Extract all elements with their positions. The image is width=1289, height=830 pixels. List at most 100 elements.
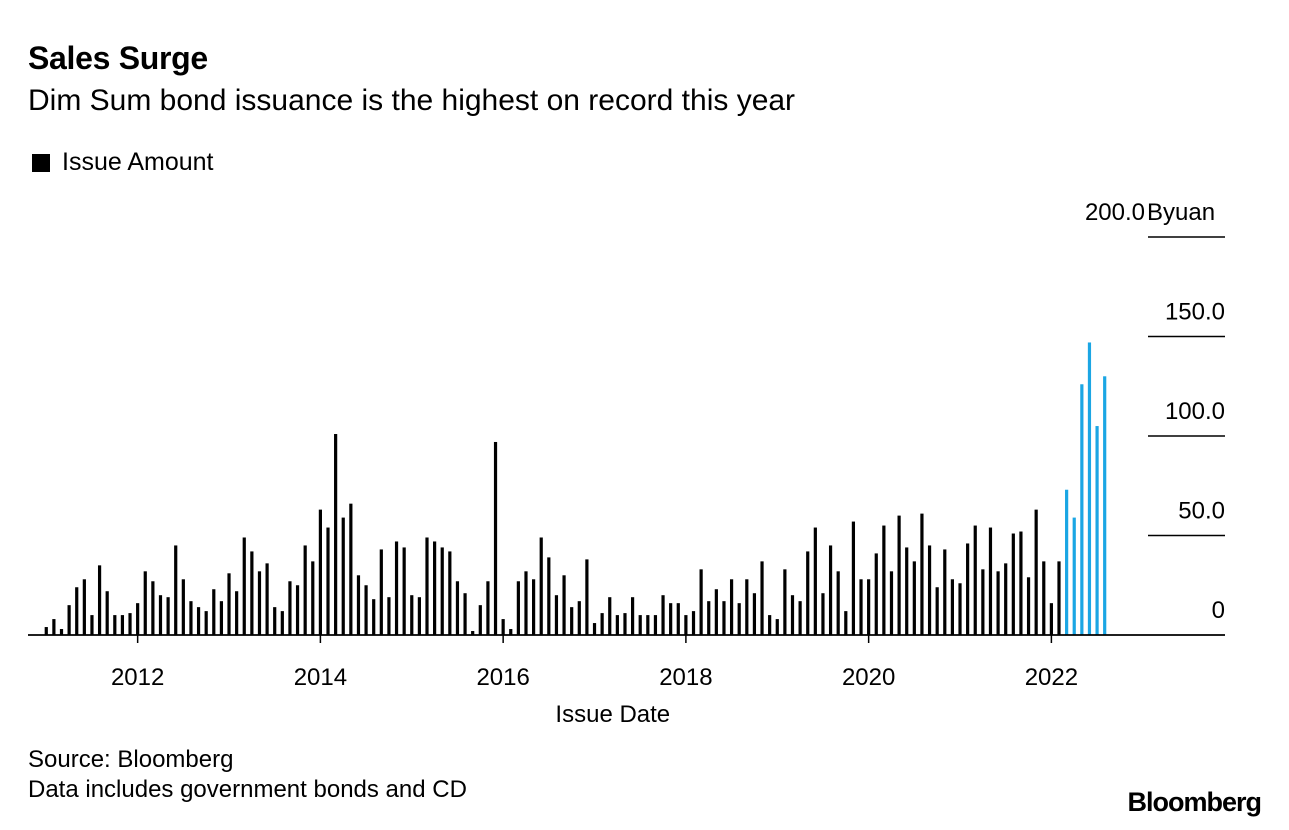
bar bbox=[752, 593, 757, 635]
bar bbox=[410, 595, 414, 635]
bar bbox=[67, 605, 71, 635]
bar bbox=[311, 561, 315, 635]
bar bbox=[707, 601, 711, 635]
bar bbox=[775, 619, 779, 635]
bar bbox=[600, 613, 604, 635]
bar bbox=[105, 591, 109, 635]
bar bbox=[1080, 384, 1084, 635]
bar bbox=[859, 579, 863, 635]
bar bbox=[387, 597, 391, 635]
bar bbox=[676, 603, 680, 635]
bar bbox=[1011, 533, 1015, 635]
bar bbox=[768, 615, 772, 635]
bar bbox=[219, 601, 224, 635]
x-tick-label: 2014 bbox=[294, 664, 347, 691]
bloomberg-logo: Bloomberg bbox=[1127, 787, 1262, 817]
bar bbox=[623, 613, 627, 635]
bar bbox=[783, 569, 787, 635]
bar bbox=[174, 545, 178, 635]
bar bbox=[334, 434, 338, 635]
bar bbox=[52, 619, 56, 635]
bar bbox=[516, 581, 520, 635]
bar bbox=[943, 549, 947, 635]
bar bbox=[509, 629, 513, 635]
bar bbox=[455, 581, 460, 635]
bar bbox=[440, 547, 444, 635]
bar bbox=[1087, 342, 1092, 635]
bar bbox=[349, 503, 353, 635]
bar bbox=[227, 573, 231, 635]
legend-label: Issue Amount bbox=[62, 148, 214, 176]
bar bbox=[996, 571, 1000, 635]
bar bbox=[318, 509, 322, 635]
bar bbox=[821, 593, 825, 635]
bar bbox=[433, 541, 437, 635]
bar bbox=[691, 611, 696, 635]
data-note: Data includes government bonds and CD bbox=[28, 776, 467, 803]
bar bbox=[288, 581, 292, 635]
bar bbox=[471, 631, 475, 635]
bar bbox=[722, 601, 726, 635]
bar bbox=[973, 525, 977, 635]
bar bbox=[463, 593, 467, 635]
bar bbox=[478, 605, 482, 635]
bar bbox=[737, 603, 741, 635]
bar bbox=[212, 589, 216, 635]
bar bbox=[1042, 561, 1046, 635]
bar bbox=[638, 615, 642, 635]
y-tick-label: 150.0 bbox=[1165, 299, 1225, 326]
bar bbox=[59, 629, 64, 635]
source-note: Source: Bloomberg bbox=[28, 746, 234, 773]
bar bbox=[1065, 489, 1069, 635]
bar bbox=[1026, 577, 1031, 635]
y-tick-label: 50.0 bbox=[1178, 498, 1225, 525]
bar bbox=[661, 595, 665, 635]
bar bbox=[630, 597, 635, 635]
bar bbox=[562, 575, 566, 635]
bar bbox=[714, 589, 718, 635]
y-tick-label: 200.0 bbox=[1085, 199, 1145, 226]
bar bbox=[790, 595, 795, 635]
bar bbox=[874, 553, 878, 635]
bar bbox=[128, 613, 132, 635]
bar bbox=[273, 607, 277, 635]
bar bbox=[554, 595, 559, 635]
bar bbox=[905, 547, 909, 635]
bar bbox=[669, 603, 673, 635]
bar bbox=[1103, 376, 1107, 635]
bar bbox=[966, 543, 970, 635]
bar bbox=[303, 545, 307, 635]
bar bbox=[958, 583, 962, 635]
bar bbox=[196, 607, 201, 635]
bar bbox=[235, 591, 239, 635]
bar bbox=[372, 599, 376, 635]
bar bbox=[326, 527, 330, 635]
x-tick-label: 2018 bbox=[659, 664, 712, 691]
x-tick-label: 2012 bbox=[111, 664, 164, 691]
bar bbox=[493, 441, 498, 635]
bar bbox=[1057, 561, 1061, 635]
bar bbox=[120, 615, 125, 635]
bar bbox=[113, 615, 117, 635]
chart-subtitle: Dim Sum bond issuance is the highest on … bbox=[28, 84, 796, 117]
y-tick-label: 0 bbox=[1212, 597, 1225, 624]
bar bbox=[539, 537, 543, 635]
bar bbox=[189, 601, 193, 635]
bar bbox=[158, 595, 163, 635]
x-axis-title: Issue Date bbox=[555, 701, 670, 728]
bar bbox=[745, 579, 749, 635]
bar bbox=[341, 517, 345, 635]
bar bbox=[935, 587, 939, 635]
bar bbox=[806, 551, 810, 635]
y-unit-label: Byuan bbox=[1147, 199, 1215, 226]
bar bbox=[532, 579, 536, 635]
bar bbox=[136, 603, 140, 635]
bar bbox=[166, 597, 170, 635]
bar bbox=[295, 585, 300, 635]
bar bbox=[897, 515, 901, 635]
bar bbox=[547, 557, 551, 635]
x-tick-label: 2022 bbox=[1025, 664, 1078, 691]
bar bbox=[1049, 603, 1053, 635]
bar bbox=[950, 579, 954, 635]
bar bbox=[851, 521, 856, 635]
